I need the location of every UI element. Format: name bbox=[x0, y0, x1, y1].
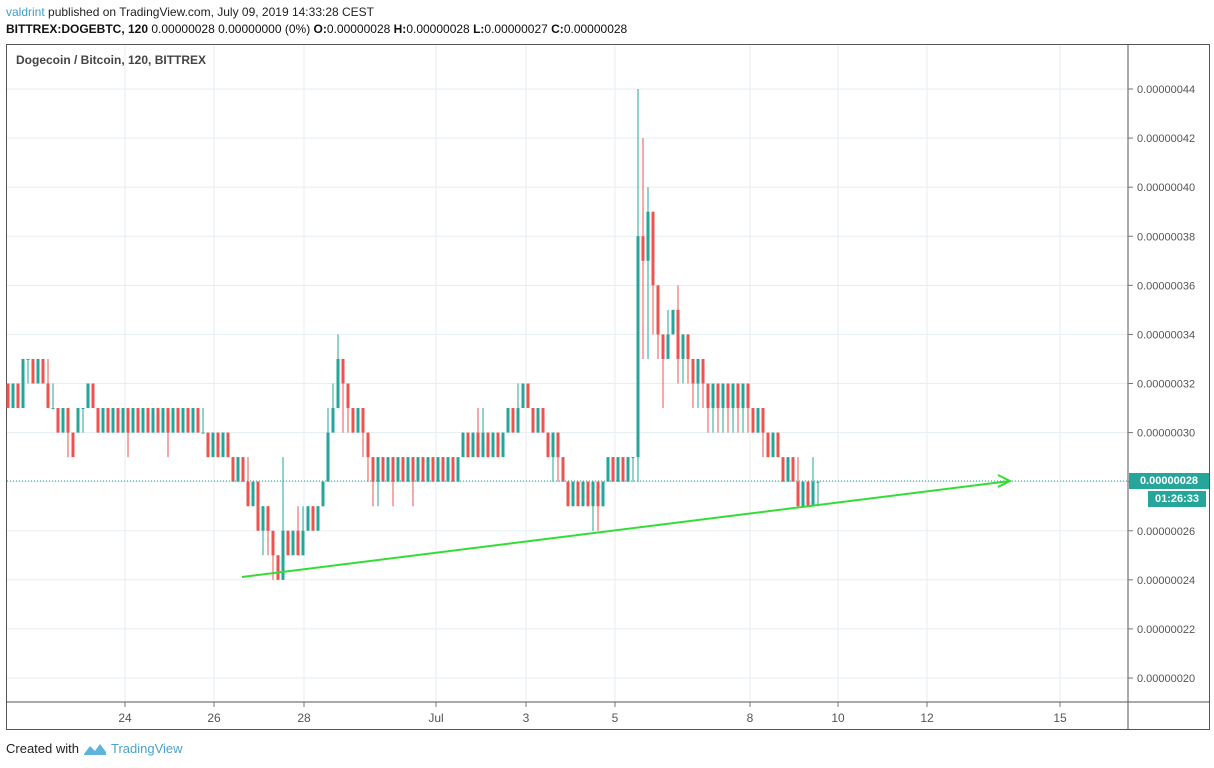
time-tick-label: 10 bbox=[831, 711, 845, 725]
time-axis[interactable]: 24 26 28 Jul 3 5 8 10 12 15 bbox=[118, 702, 1067, 725]
created-with-text: Created with bbox=[6, 741, 79, 756]
close-value: 0.00000028 bbox=[563, 22, 628, 36]
time-tick-label: 24 bbox=[118, 711, 132, 725]
symbol-label: BITTREX:DOGEBTC, 120 bbox=[6, 22, 149, 36]
time-tick-label: 5 bbox=[612, 711, 619, 725]
author-link[interactable]: valdrint bbox=[6, 5, 45, 19]
time-tick-label: 8 bbox=[747, 711, 754, 725]
candles bbox=[6, 89, 820, 580]
grid-lines bbox=[7, 45, 1128, 702]
price-tick-label: 0.00000026 bbox=[1137, 526, 1195, 538]
price-tick-label: 0.00000034 bbox=[1137, 329, 1195, 341]
current-price-tag: 0.00000028 bbox=[1129, 473, 1209, 489]
low-label: L: bbox=[473, 22, 485, 36]
time-tick-label: 15 bbox=[1053, 711, 1067, 725]
price-axis[interactable]: 0.00000044 0.00000042 0.00000040 0.00000038… bbox=[1128, 84, 1195, 685]
publish-info: valdrint published on TradingView.com, J… bbox=[6, 5, 374, 19]
footer: Created with TradingView bbox=[6, 741, 183, 756]
trendline[interactable] bbox=[241, 474, 1013, 578]
time-tick-label: 12 bbox=[920, 711, 934, 725]
price-tick-label: 0.00000040 bbox=[1137, 182, 1195, 194]
open-value: 0.00000028 bbox=[326, 22, 391, 36]
time-tick-label: Jul bbox=[428, 711, 443, 725]
price-tick-label: 0.00000042 bbox=[1137, 133, 1195, 145]
last-price: 0.00000028 bbox=[151, 22, 215, 36]
arrow-head-icon bbox=[997, 474, 1013, 488]
low-value: 0.00000027 bbox=[484, 22, 548, 36]
price-tick-label: 0.00000024 bbox=[1137, 575, 1195, 587]
high-label: H: bbox=[393, 22, 407, 36]
pane-title: Dogecoin / Bitcoin, 120, BITTREX bbox=[16, 53, 207, 67]
bar-countdown-tag: 01:26:33 bbox=[1148, 491, 1206, 507]
publish-text: published on TradingView.com, July 09, 2… bbox=[44, 5, 375, 19]
time-tick-label: 28 bbox=[297, 711, 311, 725]
price-tick-label: 0.00000030 bbox=[1137, 428, 1195, 440]
price-tick-label: 0.00000020 bbox=[1137, 673, 1195, 685]
price-tick-label: 0.00000022 bbox=[1137, 624, 1195, 636]
price-change: 0.00000000 (0%) bbox=[218, 22, 311, 36]
time-tick-label: 26 bbox=[207, 711, 221, 725]
high-value: 0.00000028 bbox=[406, 22, 470, 36]
price-tick-label: 0.00000036 bbox=[1137, 280, 1195, 292]
tradingview-logo-icon bbox=[83, 743, 106, 755]
price-tick-label: 0.00000044 bbox=[1137, 84, 1195, 96]
time-tick-label: 3 bbox=[523, 711, 530, 725]
price-tick-label: 0.00000038 bbox=[1137, 231, 1195, 243]
tradingview-link[interactable]: TradingView bbox=[110, 741, 183, 756]
price-tick-label: 0.00000032 bbox=[1137, 379, 1195, 391]
ohlc-legend: BITTREX:DOGEBTC, 120 0.00000028 0.000000… bbox=[6, 22, 627, 36]
open-label: O: bbox=[313, 22, 327, 36]
close-label: C: bbox=[551, 22, 564, 36]
